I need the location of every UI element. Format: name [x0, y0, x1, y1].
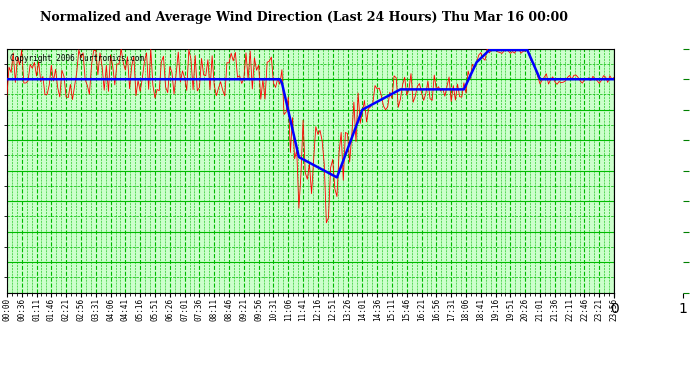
Text: Copyright 2006 Curtronics.com: Copyright 2006 Curtronics.com: [10, 54, 144, 63]
Text: Normalized and Average Wind Direction (Last 24 Hours) Thu Mar 16 00:00: Normalized and Average Wind Direction (L…: [39, 11, 568, 24]
